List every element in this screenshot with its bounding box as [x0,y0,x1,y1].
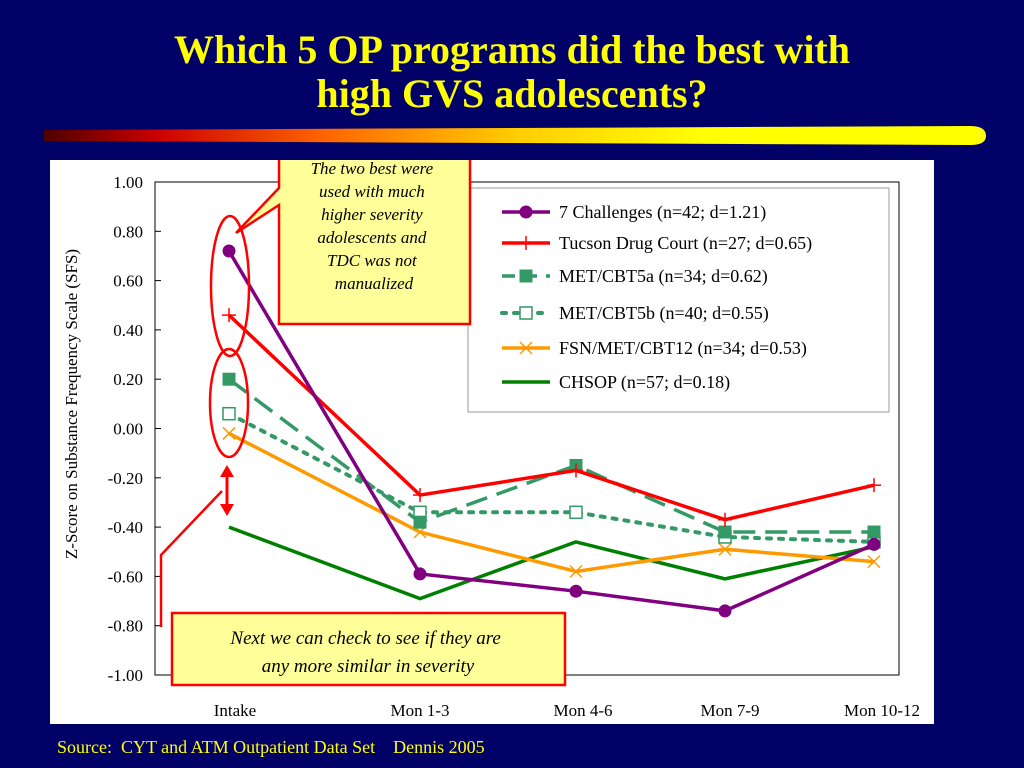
callout-top-line: The two best were [311,160,434,178]
y-tick-label: -0.40 [108,518,143,537]
data-point [413,515,427,529]
chart-panel: 1.00 0.80 0.60 0.40 0.20 0.00 -0.20 -0.40 -0.60 -… [50,160,934,724]
data-point [867,525,881,539]
series-1 [222,308,881,527]
double-arrow-icon [220,465,234,516]
series-line [228,525,875,601]
legend-marker [519,341,533,355]
callout-top-line: higher severity [321,205,423,224]
slide-title-line-2: high GVS adolescents? [316,71,708,116]
data-point [222,406,236,421]
series-line [227,411,876,544]
series-5 [228,525,875,601]
legend-entry: MET/CBT5b (n=40; d=0.55) [500,303,769,324]
x-tick-labels: Intake Mon 1-3 Mon 4-6 Mon 7-9 Mon 10-12 [214,701,920,720]
callout-top-line: TDC was not [327,251,418,270]
y-tick-label: -0.60 [108,567,143,586]
data-point [222,372,236,386]
y-tick-label: 0.20 [113,370,143,389]
data-point [569,584,583,598]
highlight-ellipse-top [209,214,251,358]
slide-title-line-1: Which 5 OP programs did the best with [174,27,850,72]
callout-top-line: adolescents and [317,228,427,247]
legend-label: MET/CBT5a (n=34; d=0.62) [559,266,768,287]
callout-top-text: The two best were used with much higher … [311,160,438,293]
callout-bottom-text: Next we can check to see if they are any… [229,628,505,677]
data-point [867,478,881,493]
x-tick-label: Mon 10-12 [844,701,920,720]
y-tick-label: -0.20 [108,469,143,488]
x-tick-label: Intake [214,701,256,720]
data-point [222,426,236,440]
y-tick-label: 1.00 [113,173,143,192]
legend-marker [519,306,533,320]
slide-title: Which 5 OP programs did the best with hi… [0,28,1024,116]
title-underline-bar [44,126,986,145]
y-tick-label: -0.80 [108,617,143,636]
legend-entry: MET/CBT5a (n=34; d=0.62) [502,266,768,287]
y-tick-label: 0.00 [113,420,143,439]
legend-label: MET/CBT5b (n=40; d=0.55) [559,303,769,324]
callout-top: The two best were used with much higher … [235,160,472,326]
legend-entry: FSN/MET/CBT12 (n=34; d=0.53) [502,338,807,359]
legend-label: Tucson Drug Court (n=27; d=0.65) [559,233,812,254]
x-tick-label: Mon 4-6 [553,701,612,720]
data-point [718,542,732,556]
data-point [222,308,236,323]
series-lines [222,244,881,618]
x-tick-label: Mon 7-9 [700,701,759,720]
data-point [222,244,236,258]
legend-marker [519,269,533,283]
legend-entry: Tucson Drug Court (n=27; d=0.65) [502,233,812,254]
source-citation: Source: CYT and ATM Outpatient Data Set … [57,737,485,757]
legend-entry: CHSOP (n=57; d=0.18) [502,372,730,393]
callout-top-line: used with much [319,182,425,201]
legend-label: 7 Challenges (n=42; d=1.21) [559,202,766,223]
legend-marker [519,205,533,219]
y-tick-label: 0.40 [113,321,143,340]
callout-top-line: manualized [335,274,414,293]
data-point [413,567,427,581]
data-point [867,555,881,569]
data-point [718,525,732,539]
data-point [569,463,583,478]
legend-marker [519,236,533,250]
data-point [413,488,427,503]
legend-label: FSN/MET/CBT12 (n=34; d=0.53) [559,338,807,359]
y-axis-label: Z-Score on Substance Frequency Scale (SF… [62,249,81,559]
y-tick-label: 0.80 [113,222,143,241]
data-point [867,537,881,551]
series-0 [222,244,881,618]
line-chart: 1.00 0.80 0.60 0.40 0.20 0.00 -0.20 -0.40 -0.60 -… [62,160,920,720]
highlight-ellipse-bottom [208,347,250,459]
series-3 [222,406,881,549]
data-point [718,512,732,527]
legend: 7 Challenges (n=42; d=1.21) Tucson Drug C… [467,187,890,413]
data-point [569,505,583,520]
legend-label: CHSOP (n=57; d=0.18) [559,372,730,393]
callout-bottom: Next we can check to see if they are any… [159,490,567,687]
legend-entry: 7 Challenges (n=42; d=1.21) [502,202,766,223]
x-tick-label: Mon 1-3 [390,701,449,720]
data-point [569,564,583,579]
y-tick-labels: 1.00 0.80 0.60 0.40 0.20 0.00 -0.20 -0.40 -0.60 -… [108,173,161,685]
y-tick-label: -1.00 [108,666,143,685]
data-point [718,604,732,618]
callout-bottom-line: any more similar in severity [262,656,475,677]
y-tick-label: 0.60 [113,272,143,291]
legend-box [467,187,890,413]
callout-bottom-line: Next we can check to see if they are [229,628,500,649]
